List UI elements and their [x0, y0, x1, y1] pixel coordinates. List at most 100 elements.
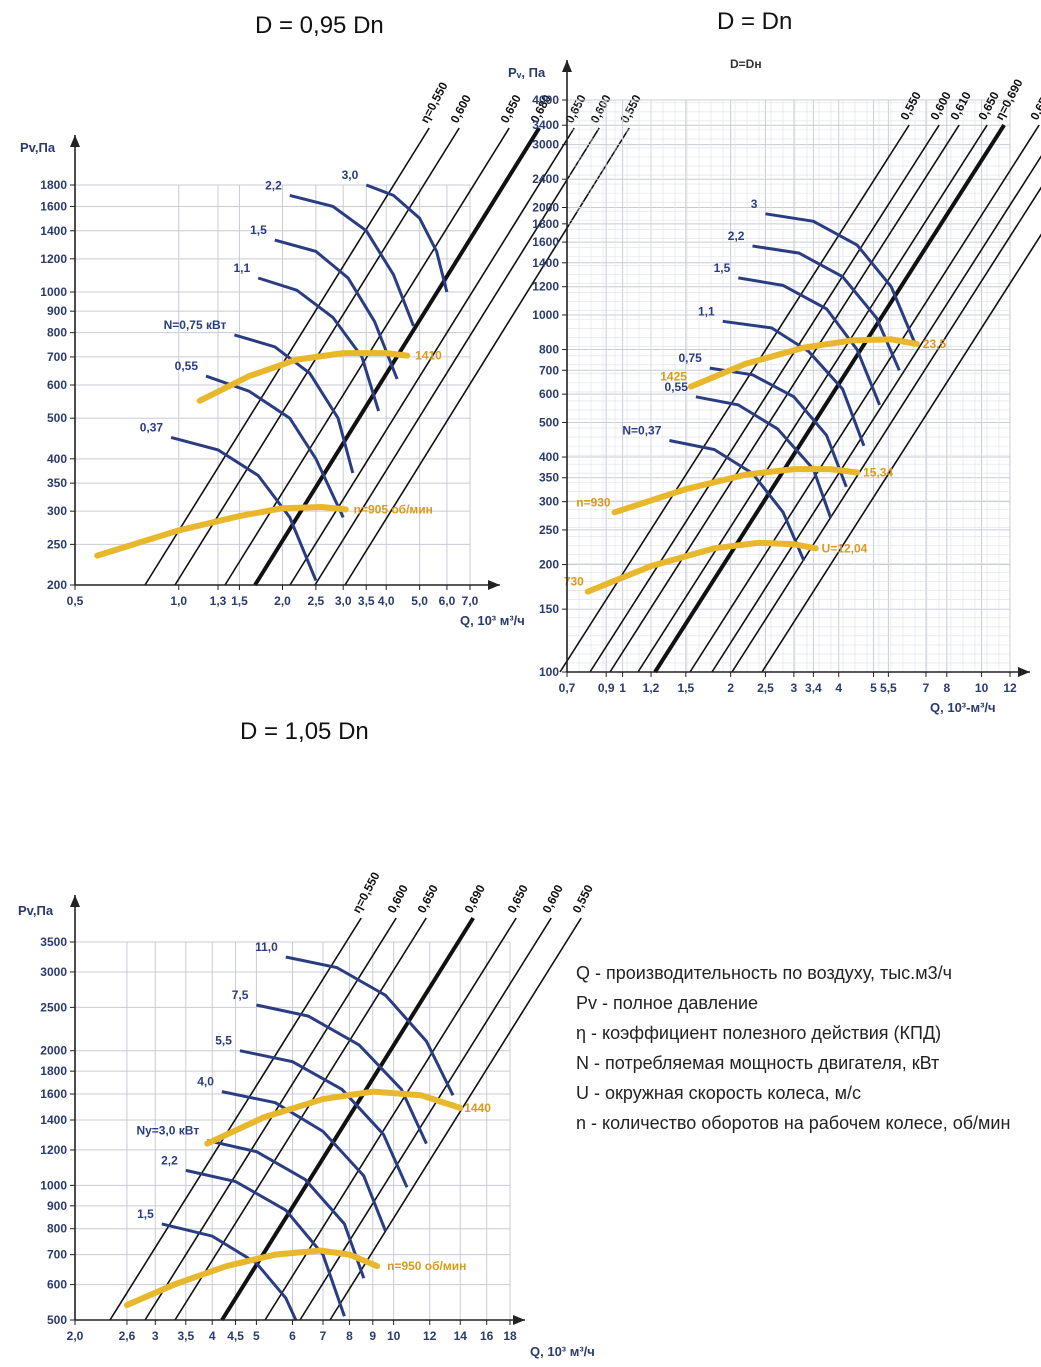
x-tick-label-6: 3,0: [335, 594, 352, 608]
x-tick-label-12: 7: [923, 681, 930, 695]
y-tick-label-0: 200: [47, 578, 67, 592]
x-tick-label-8: 3,4: [805, 681, 822, 695]
x-tick-label-6: 5: [253, 1329, 260, 1343]
y-axis-arrow: [70, 895, 80, 907]
speed-curve-label-0: n=950 об/мин: [387, 1259, 466, 1273]
y-tick-label-13: 1400: [532, 256, 559, 270]
efficiency-label-6: 0,550: [569, 882, 596, 915]
y-tick-label-7: 1400: [40, 1113, 67, 1127]
x-axis-arrow: [513, 1315, 525, 1325]
legend-item-eta: η - коэффициент полезного действия (КПД): [576, 1023, 942, 1043]
y-tick-label-3: 350: [47, 476, 67, 490]
x-tick-label-0: 0,5: [67, 594, 84, 608]
power-curve-label-0: N=0,37: [622, 424, 661, 438]
y-tick-label-13: 1600: [40, 199, 67, 213]
speed-curve-label-1: 1410: [415, 349, 442, 363]
x-tick-label-3: 3,5: [177, 1329, 194, 1343]
y-tick-label-0: 100: [539, 665, 559, 679]
y-tick-label-5: 500: [47, 411, 67, 425]
power-curve-6: [365, 183, 449, 293]
y-tick-label-19: 3400: [532, 118, 559, 132]
efficiency-line-6: [344, 127, 630, 586]
speed-curve-0: [94, 503, 349, 559]
y-tick-label-17: 2400: [532, 172, 559, 186]
power-curve-label-5: 2,2: [265, 178, 282, 192]
y-axis-arrow: [70, 135, 80, 147]
y-tick-label-4: 300: [539, 495, 559, 509]
y-tick-label-12: 3000: [40, 965, 67, 979]
efficiency-line-3: [637, 124, 988, 673]
y-tick-label-14: 1800: [40, 178, 67, 192]
x-tick-label-10: 5: [870, 681, 877, 695]
speed-curve-1: [196, 350, 411, 404]
power-curve-3: [722, 319, 866, 447]
speed-curve-end-label-0: U=12,04: [822, 541, 868, 555]
y-tick-label-2: 200: [539, 558, 559, 572]
legend-item-u: U - окружная скорость колеса, м/с: [576, 1083, 861, 1103]
speed-curve-0: [123, 1247, 381, 1309]
y-tick-label-12: 1200: [532, 280, 559, 294]
y-tick-label-7: 700: [47, 350, 67, 364]
power-curve-label-1: 2,2: [161, 1153, 178, 1167]
y-tick-label-6: 600: [47, 378, 67, 392]
legend: Q - производительность по воздуху, тыс.м…: [576, 958, 1036, 1138]
y-tick-label-0: 500: [47, 1313, 67, 1327]
efficiency-line-3: [220, 916, 475, 1322]
power-curve-label-2: Nу=3,0 кВт: [136, 1123, 199, 1137]
x-tick-label-1: 0,9: [598, 681, 615, 695]
power-curve-4: [738, 276, 881, 406]
x-tick-label-7: 6: [289, 1329, 296, 1343]
efficiency-line-1: [589, 124, 940, 673]
y-tick-label-1: 150: [539, 602, 559, 616]
speed-curve-1: [611, 466, 861, 516]
x-axis-title: Q, 10³ м³/ч: [530, 1344, 595, 1359]
x-tick-label-11: 5,5: [880, 681, 897, 695]
x-tick-label-10: 9: [369, 1329, 376, 1343]
y-tick-label-11: 1200: [40, 252, 67, 266]
y-tick-label-8: 600: [539, 387, 559, 401]
x-tick-label-14: 16: [480, 1329, 494, 1343]
power-curve-2: [233, 333, 355, 474]
efficiency-label-5: 0,600: [539, 882, 566, 915]
efficiency-label-3: 0,690: [461, 882, 488, 915]
x-tick-label-7: 3: [791, 681, 798, 695]
y-tick-label-15: 1800: [532, 217, 559, 231]
legend-item-q: Q - производительность по воздуху, тыс.м…: [576, 963, 952, 983]
y-tick-label-18: 3000: [532, 138, 559, 152]
power-curve-label-3: 1,1: [698, 304, 715, 318]
y-tick-label-1: 250: [47, 537, 67, 551]
power-curve-6: [765, 212, 916, 343]
chart3-title: D = 1,05 Dn: [240, 718, 369, 745]
speed-curve-2: [687, 336, 920, 390]
y-axis-title: Pᵥ, Па: [508, 65, 546, 80]
efficiency-label-4: 0,650: [504, 882, 531, 915]
power-curve-label-5: 2,2: [728, 229, 745, 243]
speed-curve-end-label-1: 1440: [464, 1101, 491, 1115]
power-curve-label-4: 1,5: [714, 261, 731, 275]
power-curve-label-5: 7,5: [232, 988, 249, 1002]
y-tick-label-8: 1600: [40, 1087, 67, 1101]
power-curve-label-1: 0,55: [665, 380, 689, 394]
x-tick-label-11: 10: [387, 1329, 401, 1343]
y-tick-label-9: 900: [47, 304, 67, 318]
y-tick-label-5: 350: [539, 471, 559, 485]
power-curve-2: [709, 366, 848, 488]
x-tick-label-3: 1,2: [643, 681, 660, 695]
power-curve-label-2: 0,75: [678, 351, 702, 365]
x-tick-label-2: 3: [152, 1329, 159, 1343]
y-tick-label-2: 300: [47, 504, 67, 518]
power-curve-5: [256, 1003, 428, 1145]
power-curve-label-6: 11,0: [255, 940, 278, 954]
x-tick-label-9: 8: [346, 1329, 353, 1343]
power-curve-label-2: N=0,75 кВт: [164, 318, 227, 332]
y-tick-label-2: 700: [47, 1248, 67, 1262]
speed-curve-1: [204, 1088, 464, 1147]
efficiency-label-1: 0,600: [384, 882, 411, 915]
chart-subtitle: D=Dн: [730, 57, 762, 71]
efficiency-line-2: [609, 124, 960, 673]
x-axis-arrow: [1018, 667, 1030, 677]
y-tick-label-9: 1800: [40, 1064, 67, 1078]
efficiency-line-6: [711, 155, 1041, 673]
y-tick-label-10: 2000: [40, 1044, 67, 1058]
power-curve-4: [239, 1049, 409, 1188]
